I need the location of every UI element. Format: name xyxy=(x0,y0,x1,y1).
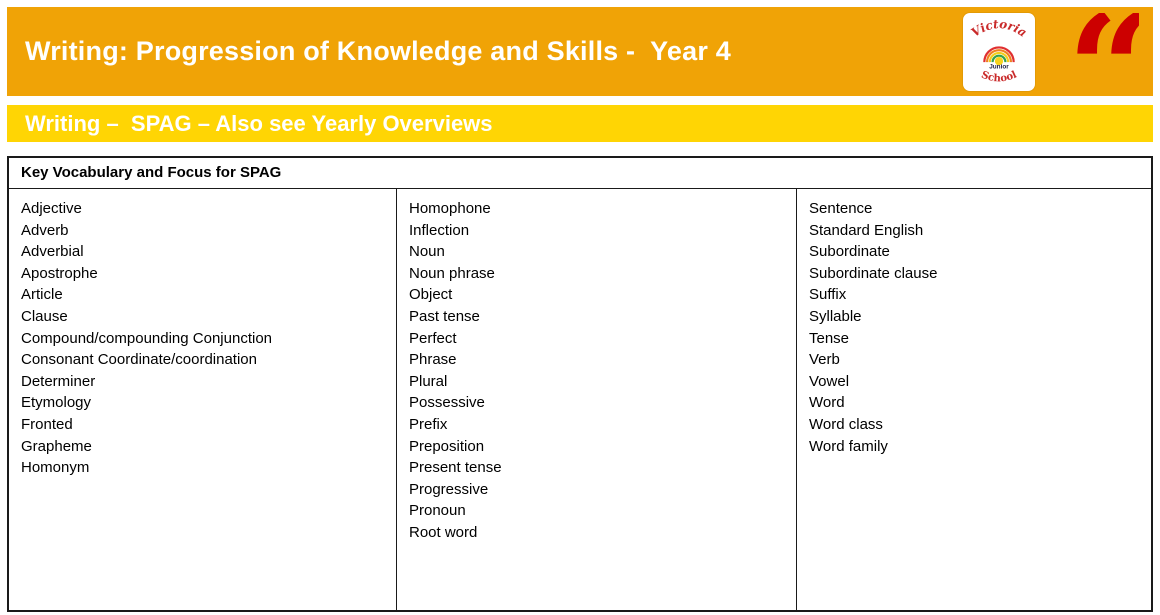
logo-sun xyxy=(994,56,1004,65)
vocab-item: Apostrophe xyxy=(21,264,98,282)
vocab-item: Standard English xyxy=(809,221,924,239)
vocab-item: Subordinate xyxy=(809,243,890,261)
vocab-item: Word family xyxy=(809,437,888,455)
vocab-item: Perfect xyxy=(409,329,457,347)
table-body: Adjective Adverb Adverbial Apostrophe Articl… xyxy=(9,189,1151,610)
vocab-item: Consonant Coordinate/coordination xyxy=(21,351,257,369)
vocab-item: Tense xyxy=(809,329,850,347)
rainbow-arc-green xyxy=(991,54,1007,62)
quote-glyph: “ xyxy=(1071,13,1139,91)
vocab-item: Adverb xyxy=(21,221,69,239)
vocab-item: Prefix xyxy=(409,415,448,433)
page-title: Writing: Progression of Knowledge and Sk… xyxy=(25,36,731,66)
svg-text:School: School xyxy=(980,68,1019,84)
vocab-item: Homophone xyxy=(409,200,491,217)
vocab-item: Preposition xyxy=(409,437,485,455)
vocab-item: Fronted xyxy=(21,415,73,433)
school-logo-icon: Victoria Junior School xyxy=(969,17,1030,85)
vocab-item: Vowel xyxy=(809,372,850,390)
logo-text-victoria: Victoria xyxy=(969,17,1030,40)
vocab-item: Progressive xyxy=(409,480,489,498)
rainbow-arc-red xyxy=(983,45,1015,62)
vocab-item: Compound/compounding Conjunction xyxy=(21,329,273,347)
logo-text-school: School xyxy=(980,68,1019,84)
vocab-item: Noun phrase xyxy=(409,264,495,282)
rainbow-arc-yellow xyxy=(988,51,1010,62)
vocab-item: Present tense xyxy=(409,459,502,477)
vocab-item: Etymology xyxy=(21,394,92,412)
section-title: Writing – SPAG – Also see Yearly Overvie… xyxy=(25,110,493,136)
vocab-item: Clause xyxy=(21,307,68,325)
quote-icon: “ xyxy=(1071,13,1139,91)
vocab-item: Adjective xyxy=(21,200,82,217)
table-header: Key Vocabulary and Focus for SPAG xyxy=(9,158,1151,189)
section-bar: Writing – SPAG – Also see Yearly Overvie… xyxy=(7,105,1153,142)
vocab-item: Phrase xyxy=(409,351,457,369)
vocab-item: Pronoun xyxy=(409,502,466,520)
vocab-item: Article xyxy=(21,286,63,304)
vocab-item: Subordinate clause xyxy=(809,264,938,282)
vocab-item: Suffix xyxy=(809,286,847,304)
vocab-item: Plural xyxy=(409,372,448,390)
vocab-item: Inflection xyxy=(409,221,470,239)
vocab-item: Syllable xyxy=(809,307,862,325)
vocab-item: Object xyxy=(409,286,453,304)
vocab-item: Noun xyxy=(409,243,445,261)
vocab-item: Past tense xyxy=(409,307,480,325)
vocab-item: Word xyxy=(809,394,845,412)
svg-text:Victoria: Victoria xyxy=(969,17,1030,40)
vocab-item: Sentence xyxy=(809,200,873,217)
vocab-item: Verb xyxy=(809,351,840,369)
vocab-column-3: Sentence Standard English Subordinate Subor… xyxy=(797,189,1151,610)
rainbow-arc-orange xyxy=(985,48,1013,62)
vocab-column-2: Homophone Inflection Noun Noun phrase Object… xyxy=(397,189,797,610)
top-banner: Writing: Progression of Knowledge and Sk… xyxy=(7,7,1153,96)
vocab-column-1: Adjective Adverb Adverbial Apostrophe Articl… xyxy=(9,189,397,610)
vocab-item: Word class xyxy=(809,415,883,433)
logo-text-junior: Junior xyxy=(989,63,1009,70)
school-logo: Victoria Junior School xyxy=(963,12,1035,91)
vocab-item: Possessive xyxy=(409,394,485,412)
vocab-item: Determiner xyxy=(21,372,96,390)
vocab-item: Adverbial xyxy=(21,243,84,261)
vocab-item: Grapheme xyxy=(21,437,92,455)
vocab-item: Root word xyxy=(409,523,478,541)
vocab-table: Key Vocabulary and Focus for SPAG Adject… xyxy=(7,156,1153,612)
vocab-item: Homonym xyxy=(21,459,90,477)
